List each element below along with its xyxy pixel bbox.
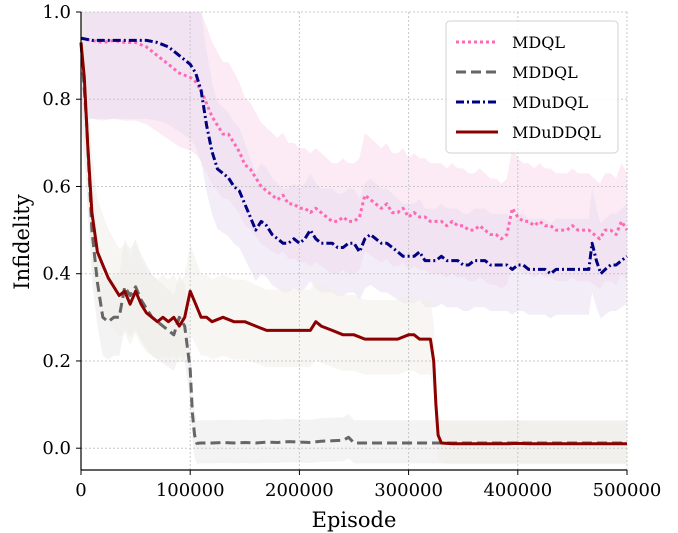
x-tick-label-0: 0 xyxy=(75,480,86,501)
x-tick-label-1: 100000 xyxy=(156,480,225,501)
legend-label-mdql: MDQL xyxy=(512,33,565,52)
x-tick-label-3: 300000 xyxy=(374,480,443,501)
y-tick-label-1: 0.2 xyxy=(42,351,71,372)
y-tick-label-0: 0.0 xyxy=(42,438,71,459)
legend-label-mdudql: MDuDQL xyxy=(512,93,588,112)
x-tick-label-2: 200000 xyxy=(265,480,334,501)
legend-label-mddql: MDDQL xyxy=(512,63,578,82)
x-tick-label-4: 400000 xyxy=(483,480,552,501)
y-axis-title: Infidelity xyxy=(10,194,34,290)
y-tick-label-4: 0.8 xyxy=(42,89,71,110)
x-axis-title: Episode xyxy=(312,508,397,532)
y-tick-label-2: 0.4 xyxy=(42,264,71,285)
y-tick-label-3: 0.6 xyxy=(42,176,71,197)
legend-label-mduddql: MDuDDQL xyxy=(512,123,601,142)
legend: MDQL MDDQL MDuDQL MDuDDQL xyxy=(446,21,618,153)
y-tick-label-5: 1.0 xyxy=(42,2,71,23)
x-tick-label-5: 500000 xyxy=(593,480,662,501)
